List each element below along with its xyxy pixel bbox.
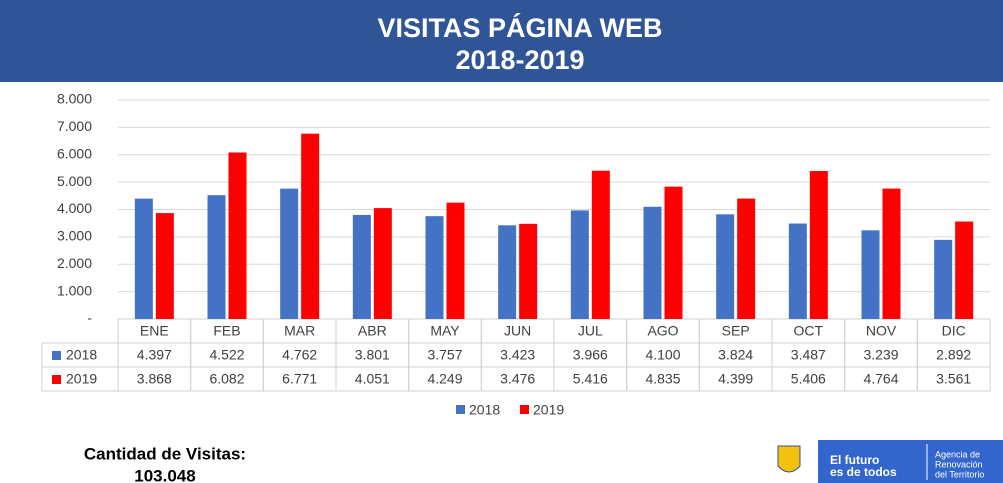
bar	[134, 198, 153, 319]
logo-text: es de todos	[830, 465, 897, 479]
chart-subtitle: 2018-2019	[455, 45, 584, 75]
y-tick-label: 3.000	[57, 228, 92, 244]
x-tick-label: JUL	[578, 323, 603, 339]
bar	[446, 202, 465, 319]
bar	[788, 223, 807, 319]
x-tick-label: JUN	[504, 323, 531, 339]
bar	[519, 223, 538, 319]
y-tick-label: 7.000	[57, 118, 92, 134]
value-label: 3.801	[355, 347, 390, 363]
logo-box	[818, 440, 1003, 483]
bar	[882, 188, 901, 319]
value-label: 4.835	[645, 371, 680, 387]
value-label: 3.966	[573, 347, 608, 363]
bar	[809, 171, 828, 319]
x-tick-label: DIC	[942, 323, 966, 339]
logo-text: El futuro	[830, 453, 879, 467]
x-tick-label: NOV	[866, 323, 897, 339]
agency-text: del Territorio	[935, 469, 984, 479]
bar	[570, 210, 589, 319]
value-label: 4.762	[282, 347, 317, 363]
value-label: 6.771	[282, 371, 317, 387]
value-label: 4.100	[645, 347, 680, 363]
y-tick-label: 5.000	[57, 173, 92, 189]
bar	[934, 239, 953, 319]
value-label: 5.416	[573, 371, 608, 387]
legend-key	[52, 375, 61, 384]
bar	[228, 152, 247, 319]
x-tick-label: OCT	[794, 323, 824, 339]
value-label: 3.561	[936, 371, 971, 387]
bar	[955, 221, 974, 319]
bar	[498, 225, 517, 319]
value-label: 3.487	[791, 347, 826, 363]
y-tick-label: 4.000	[57, 200, 92, 216]
value-label: 4.522	[209, 347, 244, 363]
table-series-name: 2018	[66, 347, 97, 363]
y-tick-label: 6.000	[57, 145, 92, 161]
bar	[352, 214, 371, 319]
x-tick-label: AGO	[647, 323, 678, 339]
y-tick-label: 8.000	[57, 91, 92, 107]
table-cell	[916, 366, 991, 392]
value-label: 3.868	[137, 371, 172, 387]
bar	[155, 213, 174, 319]
value-label: 4.764	[863, 371, 898, 387]
value-label: 3.476	[500, 371, 535, 387]
x-tick-label: ENE	[140, 323, 169, 339]
y-tick-label: 2.000	[57, 255, 92, 271]
total-label: Cantidad de Visitas:	[84, 444, 246, 463]
value-label: 6.082	[209, 371, 244, 387]
legend-label: 2019	[533, 402, 564, 418]
bar	[861, 230, 880, 319]
value-label: 2.892	[936, 347, 971, 363]
legend-key	[456, 405, 465, 414]
bar	[737, 198, 756, 319]
value-label: 5.406	[791, 371, 826, 387]
table-series-name: 2019	[66, 371, 97, 387]
value-label: 4.051	[355, 371, 390, 387]
value-label: 3.423	[500, 347, 535, 363]
value-label: 4.397	[137, 347, 172, 363]
bar	[664, 186, 683, 319]
total-value: 103.048	[134, 466, 195, 483]
bar	[643, 206, 662, 319]
x-tick-label: FEB	[213, 323, 240, 339]
header-band	[0, 0, 1003, 82]
logo-shield	[777, 445, 801, 473]
x-tick-label: ABR	[358, 323, 387, 339]
agency-text: Renovación	[935, 459, 983, 469]
logo: El futuro es de todos Agencia de Renovac…	[777, 440, 1003, 483]
legend-key	[520, 405, 529, 414]
value-label: 3.239	[863, 347, 898, 363]
value-label: 3.757	[427, 347, 462, 363]
bar	[591, 170, 610, 319]
y-tick-label: 1.000	[57, 282, 92, 298]
bar	[373, 208, 392, 319]
agency-text: Agencia de	[935, 449, 980, 459]
bar	[716, 214, 735, 319]
value-label: 3.824	[718, 347, 753, 363]
legend-key	[52, 351, 61, 360]
y-tick-label: -	[87, 310, 92, 326]
value-label: 4.399	[718, 371, 753, 387]
bar	[301, 133, 320, 319]
bar	[425, 216, 444, 319]
x-tick-label: MAY	[430, 323, 460, 339]
chart-title: VISITAS PÁGINA WEB	[377, 12, 662, 43]
x-tick-label: SEP	[722, 323, 750, 339]
x-tick-label: MAR	[284, 323, 315, 339]
value-label: 4.249	[427, 371, 462, 387]
bar	[280, 188, 299, 319]
bar	[207, 195, 226, 319]
legend-label: 2018	[469, 402, 500, 418]
